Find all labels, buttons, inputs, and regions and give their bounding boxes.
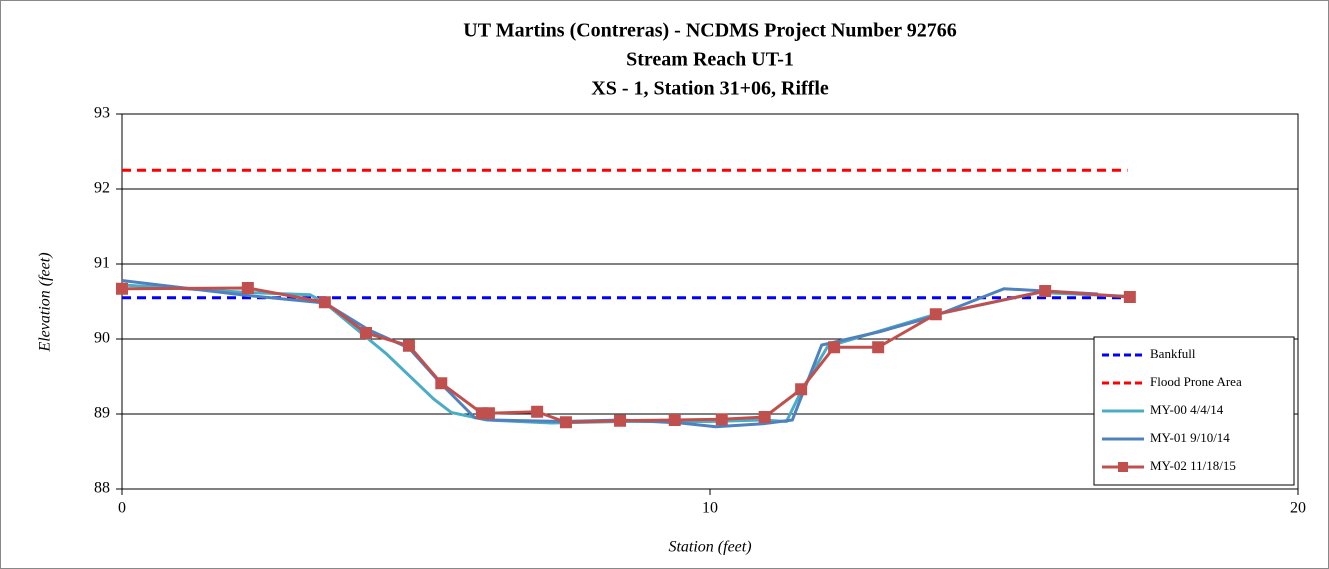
- chart-title: XS - 1, Station 31+06, Riffle: [591, 78, 829, 100]
- chart-title: UT Martins (Contreras) - NCDMS Project N…: [463, 20, 956, 42]
- data-point: [872, 341, 885, 354]
- data-point: [318, 296, 331, 309]
- data-point: [1039, 285, 1052, 297]
- x-tick-label: 20: [1290, 500, 1306, 517]
- data-point: [482, 407, 495, 420]
- y-tick-label: 89: [94, 405, 110, 422]
- y-tick-label: 91: [94, 255, 110, 272]
- data-point: [559, 416, 572, 429]
- data-point: [531, 405, 544, 418]
- x-tick-label: 0: [118, 500, 126, 517]
- y-tick-label: 93: [94, 105, 110, 122]
- data-point: [715, 413, 728, 426]
- legend-label: MY-00 4/4/14: [1150, 402, 1224, 417]
- data-point: [241, 282, 254, 294]
- chart-title: Stream Reach UT-1: [626, 49, 794, 71]
- data-point: [795, 383, 808, 396]
- data-point: [435, 377, 448, 390]
- data-point: [828, 341, 841, 354]
- legend-label: Bankfull: [1150, 346, 1196, 361]
- legend-label: Flood Prone Area: [1150, 374, 1242, 389]
- data-point: [402, 339, 415, 352]
- legend-label: MY-01 9/10/14: [1150, 430, 1230, 445]
- y-axis-label: Elevation (feet): [37, 252, 54, 352]
- y-tick-label: 88: [94, 480, 110, 497]
- data-point: [668, 414, 681, 426]
- y-tick-label: 90: [94, 330, 110, 347]
- legend-label: MY-02 11/18/15: [1150, 458, 1236, 473]
- data-point: [360, 327, 373, 339]
- data-point: [929, 308, 942, 321]
- legend-marker: [1118, 462, 1128, 472]
- y-tick-label: 92: [94, 180, 110, 197]
- data-point: [758, 411, 771, 423]
- series-line: [121, 286, 1130, 424]
- data-point: [614, 414, 627, 427]
- data-point: [116, 282, 128, 295]
- x-tick-label: 10: [702, 500, 718, 517]
- data-point: [1123, 291, 1136, 303]
- plot-area: [121, 113, 1299, 490]
- x-axis-label: Station (feet): [668, 539, 751, 556]
